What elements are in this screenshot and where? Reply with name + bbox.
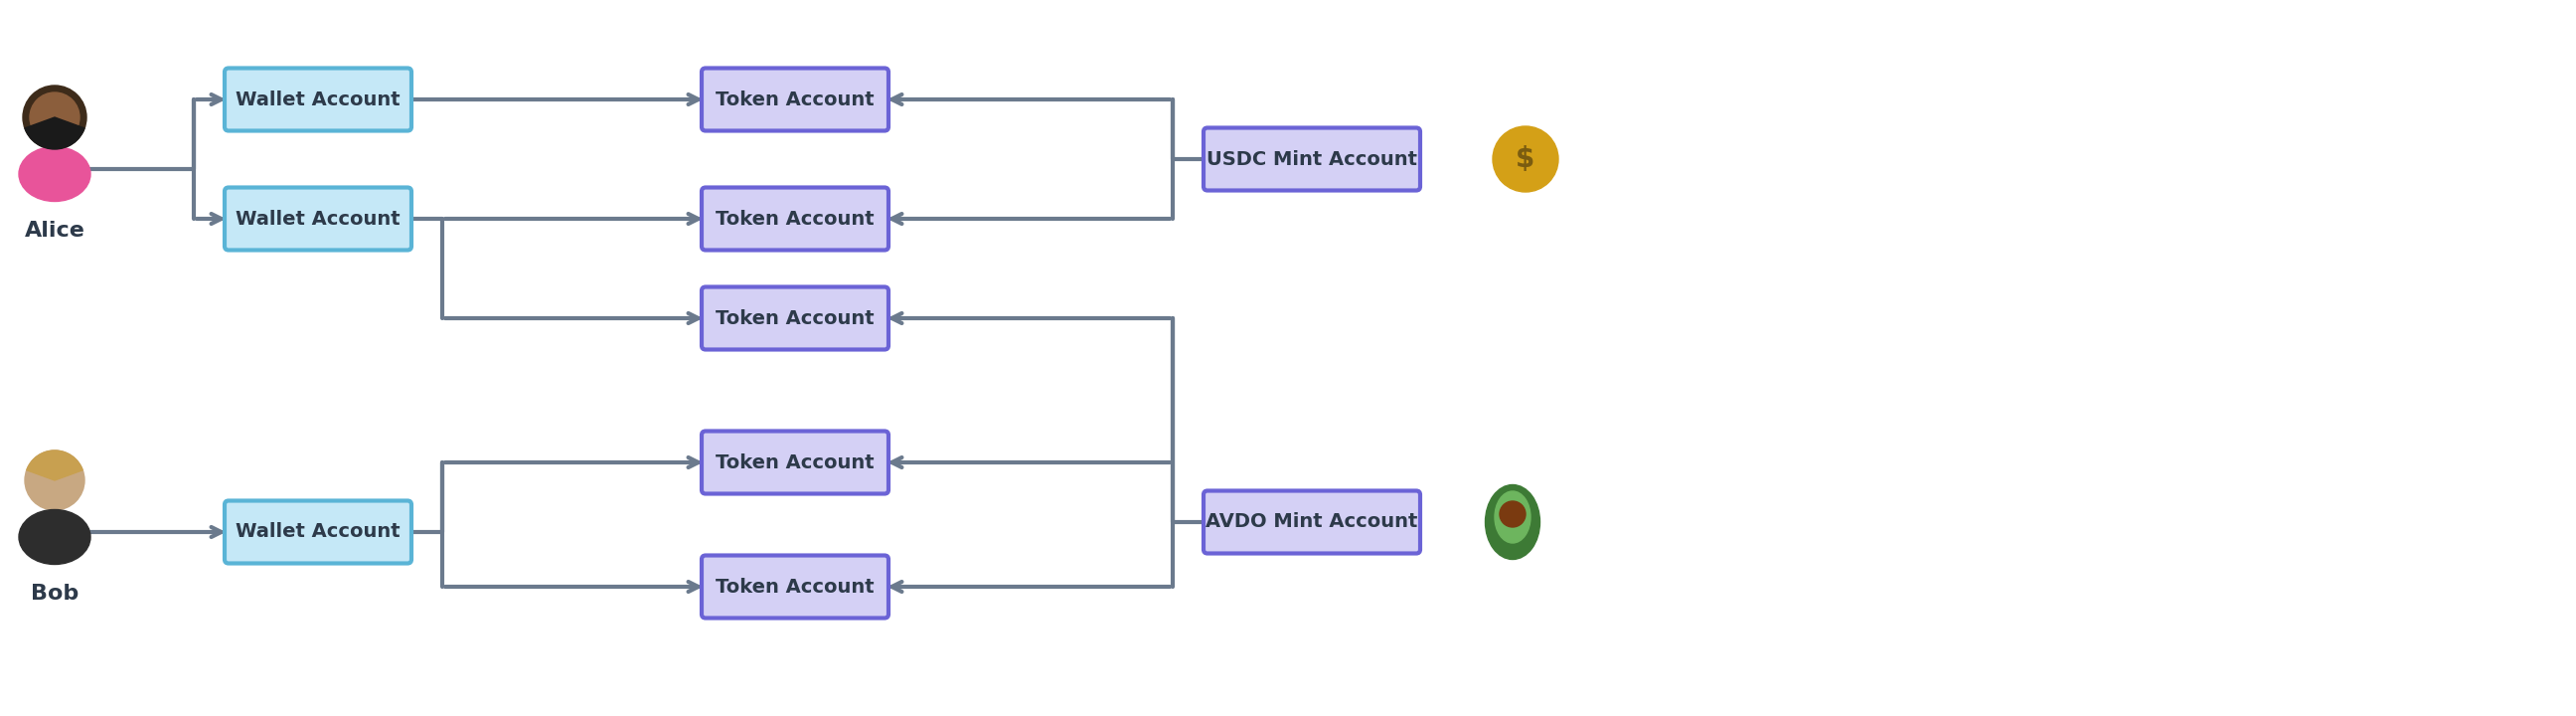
FancyBboxPatch shape bbox=[224, 500, 412, 563]
FancyBboxPatch shape bbox=[1203, 127, 1419, 190]
Wedge shape bbox=[26, 450, 82, 480]
Circle shape bbox=[23, 85, 88, 149]
Circle shape bbox=[31, 92, 80, 142]
FancyBboxPatch shape bbox=[224, 188, 412, 250]
Text: Bob: Bob bbox=[31, 584, 80, 604]
Text: $: $ bbox=[1515, 145, 1535, 173]
Circle shape bbox=[1499, 501, 1525, 527]
Ellipse shape bbox=[18, 147, 90, 201]
Text: Token Account: Token Account bbox=[716, 309, 873, 328]
Circle shape bbox=[26, 450, 85, 510]
Text: Token Account: Token Account bbox=[716, 209, 873, 228]
Ellipse shape bbox=[1494, 491, 1530, 543]
Text: Token Account: Token Account bbox=[716, 90, 873, 109]
Text: Wallet Account: Wallet Account bbox=[237, 90, 399, 109]
FancyBboxPatch shape bbox=[701, 188, 889, 250]
FancyBboxPatch shape bbox=[701, 287, 889, 349]
Text: Token Account: Token Account bbox=[716, 453, 873, 472]
FancyBboxPatch shape bbox=[701, 68, 889, 131]
Ellipse shape bbox=[1486, 485, 1540, 559]
Text: Token Account: Token Account bbox=[716, 577, 873, 596]
Ellipse shape bbox=[18, 510, 90, 564]
Wedge shape bbox=[26, 117, 85, 149]
FancyBboxPatch shape bbox=[1203, 490, 1419, 553]
FancyBboxPatch shape bbox=[701, 556, 889, 618]
Text: AVDO Mint Account: AVDO Mint Account bbox=[1206, 513, 1417, 531]
FancyBboxPatch shape bbox=[224, 68, 412, 131]
Text: Wallet Account: Wallet Account bbox=[237, 523, 399, 541]
FancyBboxPatch shape bbox=[701, 431, 889, 494]
Text: USDC Mint Account: USDC Mint Account bbox=[1206, 150, 1417, 168]
Circle shape bbox=[1492, 126, 1558, 192]
Text: Wallet Account: Wallet Account bbox=[237, 209, 399, 228]
Text: Alice: Alice bbox=[23, 221, 85, 241]
